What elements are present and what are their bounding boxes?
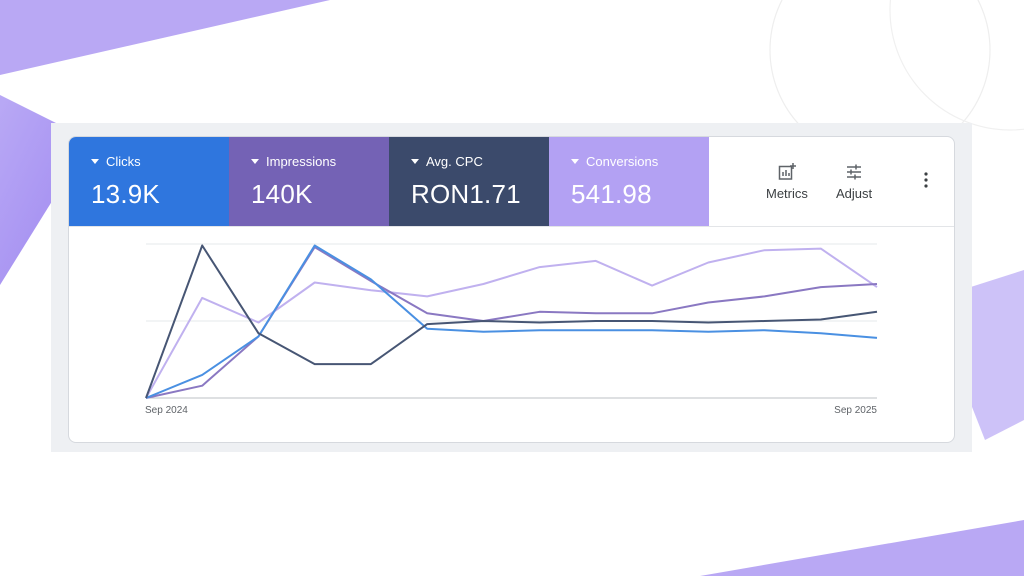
performance-widget: Clicks 13.9K Impressions 140K Avg. CPC R… (68, 136, 955, 443)
metric-tiles: Clicks 13.9K Impressions 140K Avg. CPC R… (69, 137, 709, 226)
chart-toolbar: Metrics Adjust (754, 162, 954, 202)
adjust-button[interactable]: Adjust (836, 162, 872, 201)
metric-tile-impressions[interactable]: Impressions 140K (229, 137, 389, 226)
series-line-clicks (145, 244, 878, 399)
metric-label: Avg. CPC (426, 154, 483, 169)
add-chart-icon (778, 163, 796, 180)
divider (69, 226, 954, 227)
chart-series (145, 244, 878, 399)
caret-down-icon (91, 159, 99, 164)
metric-value: RON1.71 (411, 179, 521, 209)
tune-icon (847, 164, 862, 180)
caret-down-icon (251, 159, 259, 164)
more-options-button[interactable] (922, 170, 930, 190)
metric-label: Clicks (106, 154, 141, 169)
metric-value: 13.9K (91, 179, 160, 209)
adjust-label: Adjust (836, 186, 873, 201)
metric-value: 541.98 (571, 179, 652, 209)
x-tick-label-start: Sep 2024 (145, 405, 188, 416)
series-line-conversions (145, 247, 878, 399)
metrics-button[interactable]: Metrics (766, 162, 808, 201)
metric-label: Impressions (266, 154, 337, 169)
metric-tile-avg-cpc[interactable]: Avg. CPC RON1.71 (389, 137, 549, 226)
caret-down-icon (571, 159, 579, 164)
metric-value: 140K (251, 179, 313, 209)
metric-tile-clicks[interactable]: Clicks 13.9K (69, 137, 229, 226)
more-vert-icon (924, 172, 928, 188)
metric-tile-conversions[interactable]: Conversions 541.98 (549, 137, 709, 226)
series-line-avg-cpc (145, 244, 878, 399)
x-tick-label-end: Sep 2025 (834, 405, 877, 416)
caret-down-icon (411, 159, 419, 164)
metrics-label: Metrics (766, 186, 808, 201)
performance-chart: Sep 2024 Sep 2025 (69, 227, 954, 442)
metric-label: Conversions (586, 154, 659, 169)
